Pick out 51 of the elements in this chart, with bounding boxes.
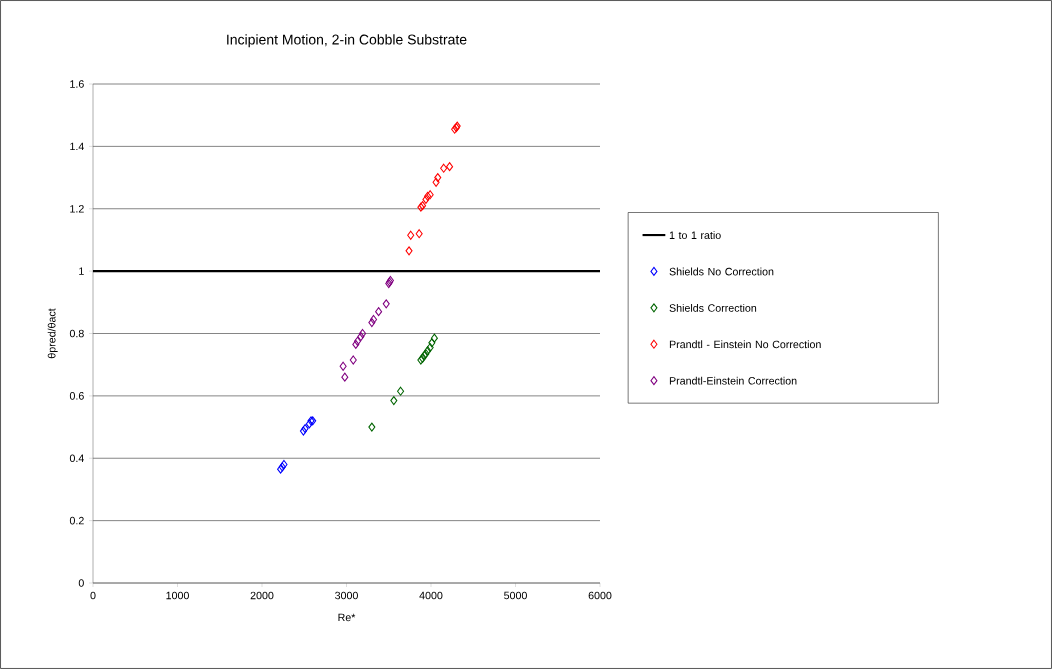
point (453, 121, 461, 131)
point (440, 163, 448, 173)
x-tick-label: 1000 (166, 591, 189, 600)
y-tick-label: 0.4 (69, 454, 84, 463)
y-tick-label: 1.6 (70, 80, 84, 88)
point (405, 246, 413, 256)
x-tick-label: 3000 (335, 591, 358, 600)
legend-label: 1 to 1 ratio (669, 231, 721, 240)
x-tick-label: 0 (90, 591, 96, 600)
point (446, 162, 454, 172)
point (434, 173, 442, 183)
y-tick-label: 1.2 (70, 205, 84, 213)
point (422, 194, 430, 204)
y-tick-label: 0.2 (69, 516, 84, 525)
point (428, 338, 436, 348)
chart-title: Incipient Motion, 2-in Cobble Substrate (227, 34, 467, 48)
point (353, 336, 362, 346)
y-tick-label: 1.4 (70, 142, 84, 151)
point (339, 361, 347, 371)
point (397, 386, 405, 396)
legend-label: Shields No Correction (669, 267, 774, 276)
point (370, 314, 378, 325)
y-tick-label: 0.6 (69, 392, 84, 400)
y-tick-label: 0.8 (69, 329, 84, 338)
legend-label: Prandtl - Einstein No Correction (669, 340, 821, 349)
point (352, 339, 360, 349)
legend-label: Shields Correction (669, 303, 757, 312)
x-tick-label: 5000 (504, 591, 527, 600)
point (390, 396, 398, 406)
point (415, 229, 423, 239)
point (305, 419, 313, 429)
y-tick-label: 0 (78, 579, 84, 587)
point (349, 355, 357, 365)
point (432, 177, 440, 187)
y-tick-label: 1 (79, 267, 84, 275)
point (426, 343, 434, 353)
point (368, 422, 376, 432)
point (357, 332, 365, 342)
point (430, 333, 438, 343)
point (368, 318, 376, 328)
legend-label: Prandtl-Einstein Correction (669, 376, 797, 385)
x-tick-label: 2000 (250, 591, 274, 600)
y-axis-title: θpred/θact (47, 308, 58, 359)
point (341, 372, 349, 382)
x-axis-title: Re* (338, 613, 356, 622)
point (407, 230, 415, 240)
x-tick-label: 6000 (588, 591, 612, 600)
x-tick-label: 4000 (419, 591, 443, 600)
point (375, 307, 383, 317)
point (359, 328, 367, 339)
point (382, 299, 390, 309)
